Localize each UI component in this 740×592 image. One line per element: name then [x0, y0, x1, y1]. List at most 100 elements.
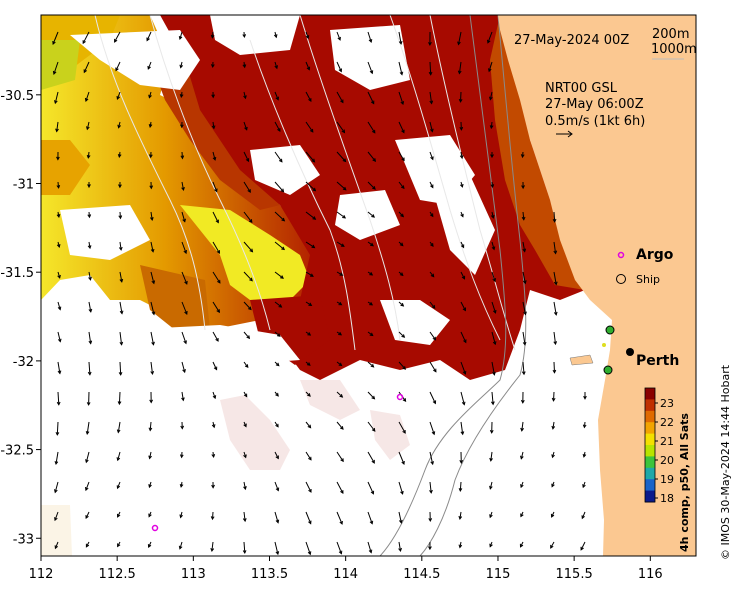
current-vector-head-icon [370, 242, 374, 247]
current-vector-head-icon [553, 311, 558, 316]
current-vector-head-icon [244, 364, 249, 369]
current-vector-head-icon [459, 126, 464, 131]
current-vector-head-icon [274, 65, 278, 70]
current-vector-head-icon [275, 455, 279, 460]
current-vector-head-icon [519, 543, 524, 548]
current-vector-head-icon [179, 454, 184, 459]
current-vector-head-icon [117, 543, 121, 548]
current-vector-icon [117, 451, 121, 461]
current-vector-icon [553, 301, 557, 315]
current-vector-icon [367, 181, 376, 190]
current-vector-head-icon [148, 154, 153, 159]
current-vector-head-icon [216, 309, 220, 314]
current-vector-icon [305, 91, 312, 102]
current-vector-icon [336, 421, 344, 430]
current-vector-head-icon [458, 515, 463, 521]
current-vector-icon [88, 331, 92, 344]
current-time-label: 27-May 06:00Z [545, 97, 644, 112]
date-label: 27-May-2024 00Z [514, 33, 629, 48]
current-vector-head-icon [87, 214, 92, 219]
current-vector-head-icon [400, 101, 405, 106]
current-vector-head-icon [553, 341, 558, 346]
current-vector-icon [305, 511, 312, 524]
current-vector-icon [429, 361, 437, 372]
current-vector-icon [150, 211, 153, 221]
current-vector-head-icon [307, 424, 312, 429]
current-vector-head-icon [242, 518, 247, 523]
current-vector-head-icon [212, 395, 217, 400]
current-vector-head-icon [82, 40, 86, 45]
current-vector-icon [146, 31, 152, 41]
current-vector-icon [211, 541, 214, 552]
current-vector-head-icon [340, 458, 344, 463]
current-vector-icon [212, 301, 220, 313]
isobath-contours [94, 15, 516, 351]
current-vector-icon [212, 211, 219, 223]
current-vector-head-icon [211, 125, 216, 130]
current-vector-head-icon [179, 514, 183, 519]
current-vector-head-icon [180, 124, 184, 129]
current-vector-head-icon [83, 69, 87, 74]
current-vector-head-icon [307, 393, 311, 397]
current-vector-icon [429, 421, 435, 435]
current-vector-head-icon [211, 484, 215, 489]
current-vector-head-icon [463, 339, 467, 344]
current-vector-head-icon [458, 487, 463, 492]
current-vector-icon [243, 151, 249, 162]
current-vector-icon [491, 391, 494, 405]
colorbar-swatch [645, 399, 655, 412]
current-vector-head-icon [580, 546, 584, 551]
ship-marker-icon [616, 274, 626, 284]
current-vector-head-icon [86, 154, 91, 159]
current-vector-head-icon [217, 279, 221, 284]
current-vector-icon [336, 91, 344, 103]
current-vector-head-icon [179, 94, 184, 99]
y-tick-label: -32.5 [0, 444, 34, 459]
current-vector-head-icon [460, 431, 465, 436]
current-vector-icon [553, 241, 557, 254]
current-vector-head-icon [183, 250, 187, 255]
current-vector-head-icon [402, 398, 407, 403]
current-vector-icon [305, 421, 311, 429]
colorbar-swatch [645, 433, 655, 446]
colorbar-swatch [645, 422, 655, 435]
current-vector-head-icon [55, 128, 59, 133]
colorbar-frame [644, 387, 656, 503]
colorbar-title: 4h comp, p50, All Sats [678, 413, 691, 552]
current-vector-icon [181, 301, 188, 315]
current-vector-head-icon [459, 459, 464, 464]
current-vector-head-icon [369, 332, 374, 337]
current-vector-head-icon [342, 186, 347, 191]
current-vector-icon [57, 361, 61, 374]
current-vector-icon [580, 541, 586, 551]
current-vector-icon [429, 91, 433, 104]
current-vector-head-icon [552, 369, 557, 374]
current-vector-head-icon [242, 34, 247, 39]
current-vector-head-icon [429, 213, 434, 218]
current-vector-head-icon [551, 454, 555, 459]
current-vector-icon [336, 61, 342, 72]
current-vector-head-icon [339, 394, 344, 398]
current-vector-head-icon [489, 125, 494, 130]
current-vector-icon [553, 271, 557, 285]
shelf-contour [379, 15, 527, 556]
current-vector-head-icon [401, 334, 406, 338]
current-vector-head-icon [243, 95, 247, 100]
current-vector-icon [520, 451, 524, 459]
current-vector-icon [274, 151, 283, 163]
current-vector-head-icon [280, 188, 285, 193]
current-vector-icon [305, 181, 316, 192]
current-vector-head-icon [118, 215, 123, 220]
current-vector-head-icon [311, 158, 316, 163]
current-vector-icon [243, 241, 253, 253]
current-vector-head-icon [338, 550, 343, 555]
current-vector-icon [274, 331, 281, 337]
current-vector-head-icon [520, 427, 525, 432]
current-vector-icon [274, 61, 278, 69]
current-vector-head-icon [520, 455, 524, 460]
current-vector-icon [243, 121, 248, 130]
current-vector-head-icon [308, 302, 313, 306]
current-vector-icon [243, 271, 253, 282]
colorbar-label: 22 [660, 416, 674, 429]
